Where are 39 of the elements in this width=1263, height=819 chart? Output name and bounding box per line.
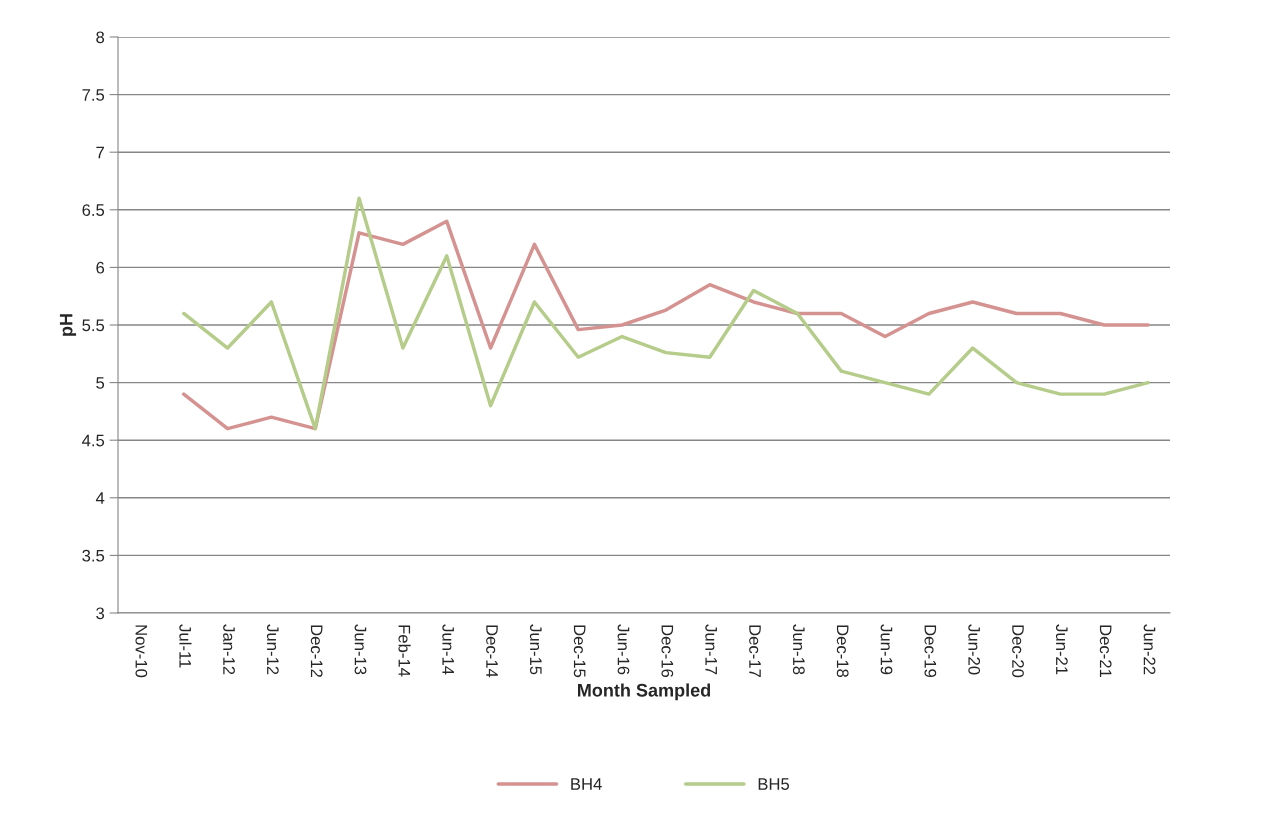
x-tick-label: Jun-20 <box>968 624 981 675</box>
x-tick-label: Jun-15 <box>529 624 542 675</box>
x-tick-label: Jun-12 <box>266 624 279 675</box>
x-tick-label: Jun-13 <box>354 624 367 675</box>
x-tick-label: Dec-20 <box>1012 625 1024 678</box>
x-tick-label: Jun-18 <box>792 624 805 675</box>
x-tick-label: Dec-17 <box>749 625 761 677</box>
x-tick-label: Dec-12 <box>310 625 323 677</box>
y-tick-label: 5.5 <box>82 319 105 332</box>
x-tick-label: Dec-15 <box>573 625 586 678</box>
y-tick-label: 3.5 <box>82 549 105 562</box>
x-tick-label: Jun-16 <box>617 624 630 675</box>
x-tick-label: Jul-11 <box>179 624 192 668</box>
x-tick-label: Jan-12 <box>223 624 235 675</box>
legend-label: BH4 <box>571 778 602 790</box>
y-tick-label: 7 <box>96 146 104 159</box>
y-tick-label: 4 <box>95 492 105 504</box>
legend-label: BH5 <box>758 778 790 790</box>
y-tick-label: 7.5 <box>82 89 105 101</box>
x-tick-label: Jun-14 <box>442 624 454 675</box>
x-tick-label: Dec-21 <box>1099 625 1112 678</box>
x-axis-title: Month Sampled <box>578 683 711 701</box>
x-tick-label: Nov-10 <box>135 625 148 678</box>
x-tick-label: Jun-22 <box>1143 624 1156 675</box>
y-tick-label: 5 <box>96 377 105 389</box>
y-tick-label: 6.5 <box>82 204 105 216</box>
x-tick-label: Dec-14 <box>486 625 498 678</box>
y-tick-label: 4.5 <box>82 434 105 447</box>
x-tick-label: Dec-16 <box>661 625 674 678</box>
x-tick-label: Jun-21 <box>1055 624 1068 675</box>
x-tick-label: Jun-19 <box>880 624 893 675</box>
x-tick-label: Dec-19 <box>924 625 937 678</box>
x-tick-label: Dec-18 <box>836 625 849 678</box>
y-tick-label: 3 <box>96 607 105 620</box>
y-tick-label: 8 <box>96 31 105 44</box>
x-tick-label: Feb-14 <box>398 625 411 677</box>
y-tick-label: 6 <box>96 261 105 274</box>
x-tick-label: Jun-17 <box>705 624 717 675</box>
y-axis-title: pH <box>59 314 77 336</box>
